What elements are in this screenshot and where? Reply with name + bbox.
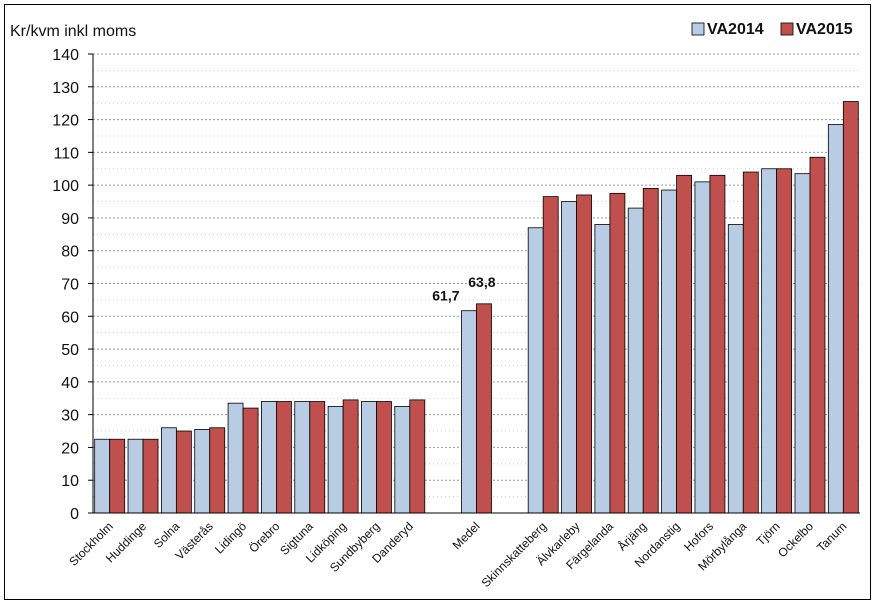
y-tick-label: 20 [61, 440, 79, 457]
bar-va2014-huddinge [127, 438, 144, 514]
data-labels: 61,7 63,8 [432, 274, 495, 304]
y-tick-label: 90 [61, 211, 79, 228]
bar-va2014-nordanstig [661, 189, 677, 514]
bar-va2015-danderyd [409, 399, 426, 514]
bar-va2015-nordanstig [676, 174, 692, 514]
bar-va2014-stockholm [94, 438, 111, 514]
bar-va2015-ockelbo [809, 156, 826, 514]
bar-va2014-solna [160, 427, 177, 514]
y-axis-label: Kr/kvm inkl moms [10, 23, 136, 40]
bar-va2014-alvkarleby [561, 201, 577, 514]
y-tick-label: 100 [52, 178, 79, 195]
x-tick-label: Tjörn [754, 519, 783, 548]
bar-va2014-sundbyberg [361, 401, 377, 514]
bar-va2014-orebro [261, 401, 277, 514]
y-tick-label: 50 [61, 342, 79, 359]
bar-va2015-sundbyberg [376, 401, 392, 514]
y-tick-label: 0 [70, 506, 79, 523]
y-tick-label: 130 [52, 80, 79, 97]
y-tick-label: 120 [52, 113, 79, 130]
bar-va2015-morbylanga [742, 171, 759, 514]
bar-va2014-fargelanda [594, 224, 611, 514]
bar-va2015-alvkarleby [576, 194, 592, 514]
bar-va2015-orebro [276, 401, 292, 514]
legend-label-va2015: VA2015 [796, 21, 853, 38]
bars [94, 101, 859, 514]
bar-va2015-solna [175, 430, 192, 514]
bar-va2015-lidkoping [342, 399, 359, 514]
bar-va2014-medel [461, 310, 477, 514]
x-tick-label: Medel [450, 519, 483, 552]
bar-va2015-hofors [709, 174, 726, 514]
bar-va2014-lidingo [227, 402, 244, 514]
bar-va2015-medel [476, 303, 492, 514]
bar-va2015-stockholm [109, 438, 126, 514]
y-axis: 0 10 20 30 40 50 60 70 80 90 100 110 120 130 140 [52, 47, 94, 523]
bar-va2014-ockelbo [794, 173, 811, 514]
y-tick-label: 70 [61, 277, 79, 294]
bar-va2014-hofors [694, 181, 711, 514]
bar-va2014-danderyd [394, 406, 411, 514]
bar-va2015-sigtuna [309, 401, 326, 514]
data-label: 61,7 [432, 288, 459, 304]
y-tick-label: 10 [61, 473, 79, 490]
y-tick-label: 30 [61, 408, 79, 425]
bar-va2015-skinnskatteberg [542, 196, 559, 514]
legend: VA2014 VA2015 [691, 21, 853, 38]
bar-va2015-vasteras [209, 427, 226, 514]
bar-va2015-lidingo [242, 407, 259, 514]
legend-label-va2014: VA2014 [707, 21, 764, 38]
bar-va2014-morbylanga [727, 224, 744, 514]
legend-swatch-va2014 [691, 22, 705, 36]
y-tick-label: 40 [61, 375, 79, 392]
bar-va2015-tanum [842, 101, 859, 514]
x-tick-label: Tanum [814, 519, 849, 554]
legend-swatch-va2015 [780, 22, 794, 36]
bar-va2015-huddinge [142, 438, 159, 514]
x-tick-label: Lidingö [212, 519, 249, 556]
y-tick-label: 80 [61, 244, 79, 261]
bar-va2014-skinnskatteberg [527, 227, 544, 514]
y-tick-label: 140 [52, 47, 79, 64]
bar-va2014-sigtuna [294, 401, 311, 514]
bar-va2014-tanum [827, 124, 844, 514]
bar-va2015-fargelanda [609, 192, 626, 514]
y-tick-label: 110 [53, 145, 79, 162]
bar-va2014-arjang [627, 207, 644, 514]
x-tick-label: Ockelbo [775, 519, 816, 560]
bar-va2014-tjorn [761, 168, 778, 514]
data-label: 63,8 [468, 274, 495, 290]
bar-va2014-vasteras [194, 428, 211, 514]
y-tick-label: 60 [61, 309, 79, 326]
x-tick-label: Örebro [246, 519, 283, 556]
bar-va2014-lidkoping [327, 406, 344, 514]
bar-va2015-arjang [642, 188, 659, 514]
bar-va2015-tjorn [776, 168, 793, 514]
